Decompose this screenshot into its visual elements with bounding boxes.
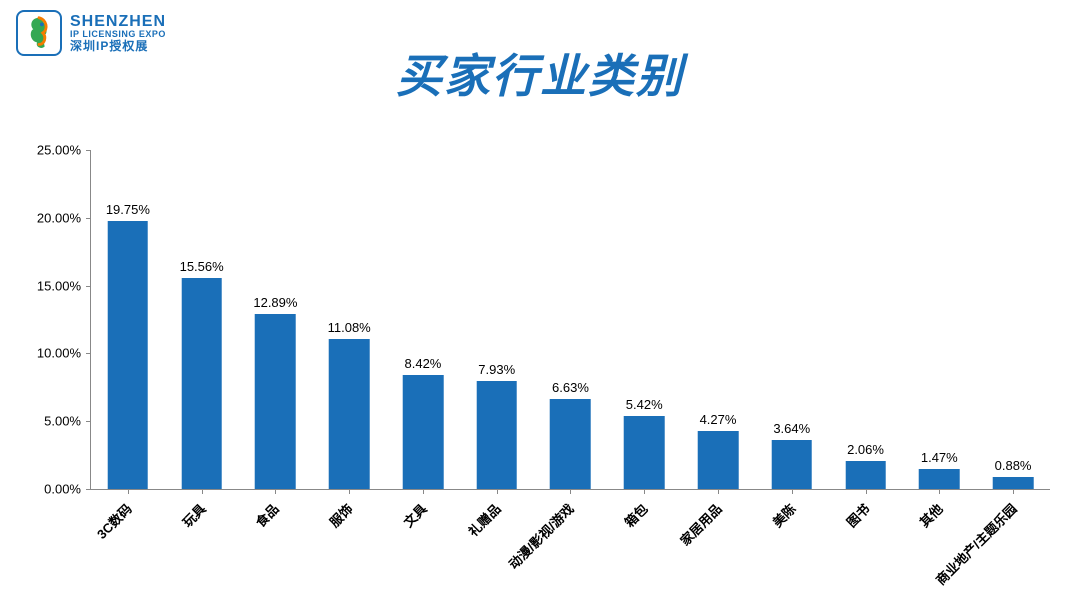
bar — [624, 416, 665, 489]
y-tick-mark — [86, 353, 91, 354]
bars-container: 19.75%3C数码15.56%玩具12.89%食品11.08%服饰8.42%文… — [91, 150, 1050, 489]
bar — [550, 399, 591, 489]
bar — [108, 221, 149, 489]
bar-value-label: 19.75% — [106, 202, 150, 217]
bar-value-label: 12.89% — [253, 295, 297, 310]
bar-chart: 19.75%3C数码15.56%玩具12.89%食品11.08%服饰8.42%文… — [90, 150, 1050, 590]
bar-slot: 3.64%美陈 — [755, 150, 829, 489]
bar-value-label: 2.06% — [847, 442, 884, 457]
y-tick-mark — [86, 489, 91, 490]
bar-slot: 11.08%服饰 — [312, 150, 386, 489]
bar-value-label: 15.56% — [180, 259, 224, 274]
y-tick-label: 10.00% — [21, 346, 81, 361]
bar-slot: 1.47%其他 — [902, 150, 976, 489]
page-title: 买家行业类别 — [0, 40, 1080, 106]
plot-area: 19.75%3C数码15.56%玩具12.89%食品11.08%服饰8.42%文… — [90, 150, 1050, 490]
bar-slot: 15.56%玩具 — [165, 150, 239, 489]
y-tick-label: 20.00% — [21, 210, 81, 225]
bar-value-label: 4.27% — [700, 412, 737, 427]
y-tick-mark — [86, 421, 91, 422]
bar-value-label: 3.64% — [773, 421, 810, 436]
bar-value-label: 6.63% — [552, 380, 589, 395]
bar-value-label: 0.88% — [995, 458, 1032, 473]
bar — [476, 381, 517, 489]
y-tick-label: 0.00% — [21, 482, 81, 497]
bar-slot: 8.42%文具 — [386, 150, 460, 489]
bar-slot: 7.93%礼赠品 — [460, 150, 534, 489]
bar — [255, 314, 296, 489]
bar — [403, 375, 444, 489]
y-tick-label: 15.00% — [21, 278, 81, 293]
bar — [181, 278, 222, 489]
y-tick-mark — [86, 218, 91, 219]
y-tick-mark — [86, 150, 91, 151]
logo-line1: SHENZHEN — [70, 13, 166, 31]
bar-slot: 2.06%图书 — [829, 150, 903, 489]
bar-value-label: 1.47% — [921, 450, 958, 465]
y-tick-label: 25.00% — [21, 143, 81, 158]
bar-slot: 5.42%箱包 — [607, 150, 681, 489]
bar-value-label: 7.93% — [478, 362, 515, 377]
bar-slot: 0.88%商业地产/主题乐园 — [976, 150, 1050, 489]
y-tick-label: 5.00% — [21, 414, 81, 429]
bar-slot: 19.75%3C数码 — [91, 150, 165, 489]
bar-value-label: 8.42% — [405, 356, 442, 371]
bar — [329, 339, 370, 489]
bar-slot: 6.63%动漫/影视/游戏 — [534, 150, 608, 489]
bar-value-label: 11.08% — [328, 320, 371, 335]
bar-value-label: 5.42% — [626, 397, 663, 412]
bar-slot: 12.89%食品 — [239, 150, 313, 489]
bar-slot: 4.27%家居用品 — [681, 150, 755, 489]
y-tick-mark — [86, 286, 91, 287]
